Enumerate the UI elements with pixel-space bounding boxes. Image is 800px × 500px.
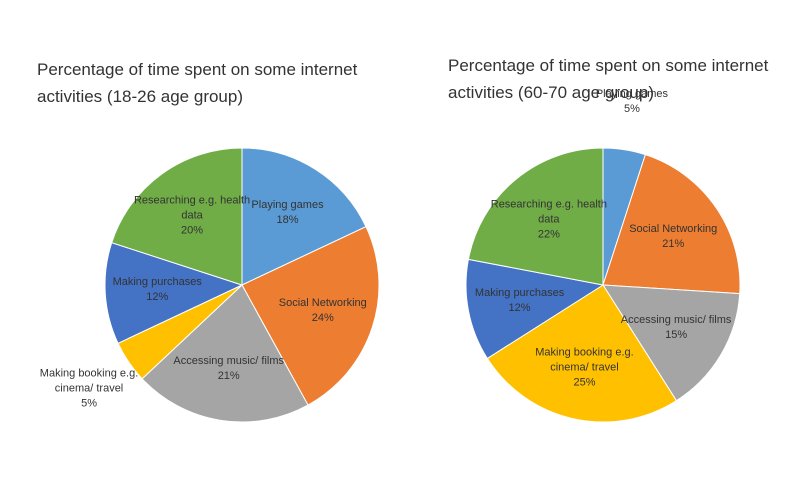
slice-label: Accessing music/ films 21% <box>169 354 289 384</box>
slice-value: 22% <box>537 228 560 241</box>
slice-value: 12% <box>146 291 169 304</box>
slice-value: 5% <box>81 397 97 410</box>
slice-category: Making purchases <box>112 276 202 289</box>
slice-value: 24% <box>311 312 334 325</box>
slice-label: Making purchases 12% <box>460 286 580 316</box>
slice-label: Social Networking 24% <box>263 296 383 326</box>
slice-label: Making purchases 12% <box>97 275 217 305</box>
slice-category: Researching e.g. health data <box>490 198 607 226</box>
slice-category: Playing games <box>595 88 668 101</box>
pie-slice <box>602 154 741 295</box>
slice-category: Making booking e.g. cinema/ travel <box>535 346 634 374</box>
slice-category: Making purchases <box>474 286 565 299</box>
slice-category: Accessing music/ films <box>620 314 732 327</box>
slice-label: Making booking e.g. cinema/ travel 5% <box>29 366 149 411</box>
chart-title: Percentage of time spent on some interne… <box>37 60 358 106</box>
pie-slice <box>465 258 605 360</box>
pie-slice <box>141 284 309 423</box>
pie-slice <box>241 226 380 406</box>
slice-category: Making booking e.g. cinema/ travel <box>39 367 139 395</box>
slice-label: Researching e.g. health data 20% <box>132 194 252 239</box>
slice-label: Researching e.g. health data 22% <box>489 197 609 242</box>
pie-slice <box>104 242 244 344</box>
slice-value: 5% <box>623 103 640 116</box>
slice-value: 20% <box>181 224 204 237</box>
slice-value: 21% <box>217 369 240 382</box>
slice-value: 21% <box>662 238 685 251</box>
pie-slice <box>241 147 367 286</box>
slice-value: 12% <box>508 301 531 314</box>
slice-category: Social Networking <box>278 297 367 310</box>
slice-category: Accessing music/ films <box>173 354 285 367</box>
slice-category: Playing games <box>251 199 324 212</box>
slice-label: Playing games 18% <box>228 198 348 228</box>
slice-label: Making booking e.g. cinema/ travel 25% <box>524 345 644 390</box>
slice-value: 18% <box>276 214 299 227</box>
slice-label: Playing games 5% <box>572 87 692 117</box>
slice-value: 25% <box>573 376 596 389</box>
pie-slice <box>602 284 741 402</box>
pie-slice <box>486 284 678 423</box>
pie-slice <box>111 147 243 286</box>
slice-label: Social Networking 21% <box>613 222 733 252</box>
slice-label: Accessing music/ films 15% <box>616 313 736 343</box>
slice-category: Researching e.g. health data <box>133 194 251 222</box>
slice-value: 15% <box>665 329 688 342</box>
chart-title: Percentage of time spent on some interne… <box>448 56 769 102</box>
slice-category: Social Networking <box>629 223 718 236</box>
pie-slice <box>467 147 604 286</box>
